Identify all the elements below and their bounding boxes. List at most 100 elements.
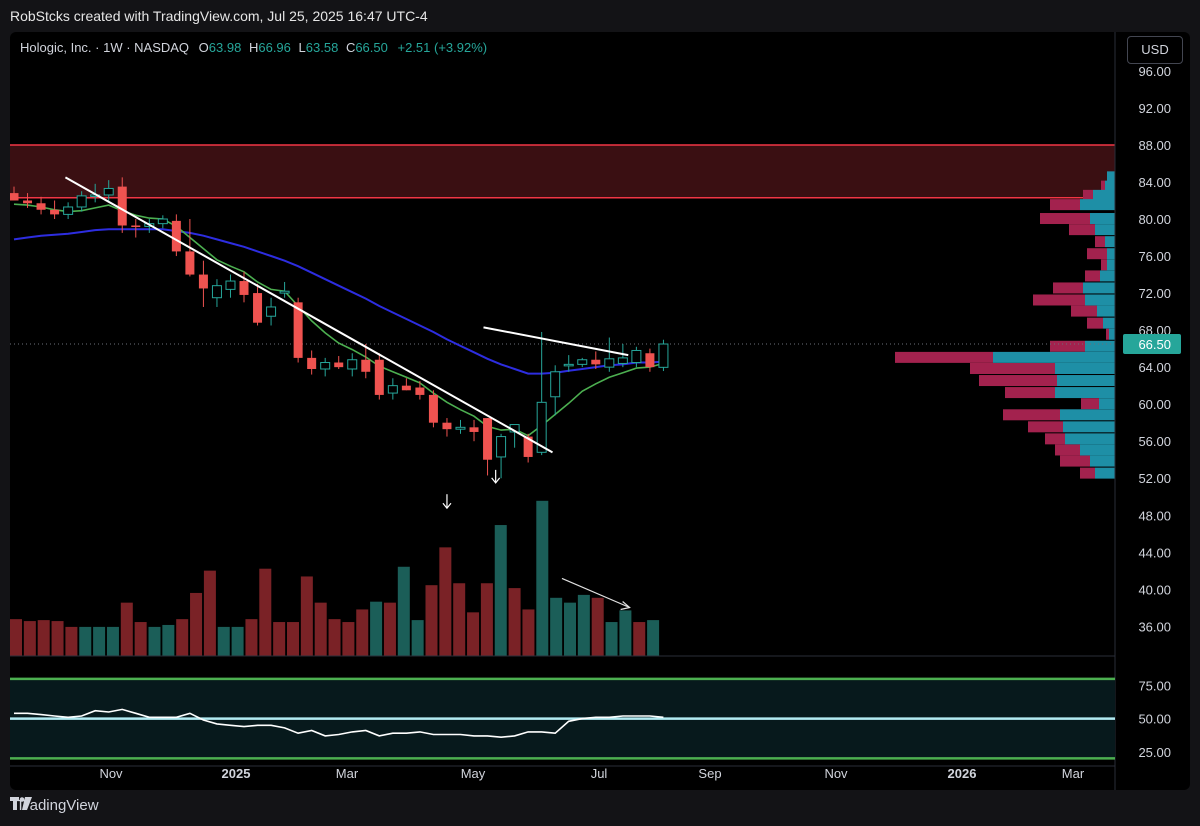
volume-bar <box>605 622 618 656</box>
candle-body <box>523 436 533 457</box>
volume-profile-up-bar <box>1055 362 1115 374</box>
volume-bar <box>397 566 410 656</box>
currency-button[interactable]: USD <box>1127 36 1183 64</box>
candle-body <box>334 362 344 368</box>
volume-bar <box>245 619 258 656</box>
trend-arrow-icon <box>620 601 631 611</box>
open-value: 63.98 <box>208 40 242 55</box>
volume-profile-down-bar <box>1071 305 1097 317</box>
volume-bar <box>577 594 590 656</box>
price-chart[interactable]: 96.0092.0088.0084.0080.0076.0072.0068.00… <box>10 32 1190 790</box>
volume-bar <box>453 583 466 656</box>
volume-profile-up-bar <box>1085 340 1115 352</box>
time-axis-label: Sep <box>698 766 721 781</box>
candle-body <box>266 306 277 317</box>
candle-body <box>428 394 438 423</box>
candle-body <box>131 225 141 227</box>
volume-profile-up-bar <box>1095 224 1115 236</box>
candle-body <box>10 193 19 201</box>
volume-bar <box>328 619 341 656</box>
volume-bar <box>314 602 327 656</box>
volume-bar <box>439 547 452 656</box>
volume-bar <box>550 597 563 656</box>
candle-body <box>36 203 46 210</box>
volume-profile-down-bar <box>1087 248 1107 260</box>
volume-profile-down-bar <box>1045 433 1065 445</box>
ema-slow-line <box>13 228 664 375</box>
volume-profile-up-bar <box>1107 248 1115 260</box>
volume-bar <box>522 609 535 656</box>
volume-profile-down-bar <box>1106 328 1109 340</box>
last-price-tag <box>1123 334 1181 354</box>
volume-bar <box>231 626 244 656</box>
volume-profile-up-bar <box>1065 433 1115 445</box>
candle-body <box>591 359 601 365</box>
candle-body <box>374 359 384 395</box>
high-label: H <box>248 40 259 55</box>
change-value: +2.51 (+3.92%) <box>397 40 488 55</box>
price-axis-label: 48.00 <box>1138 508 1171 523</box>
volume-bar <box>51 621 64 656</box>
candle-body <box>50 209 60 215</box>
trendline <box>64 176 553 454</box>
volume-profile-down-bar <box>1083 189 1093 201</box>
volume-bar <box>425 585 438 656</box>
volume-profile-up-bar <box>1107 259 1115 271</box>
volume-profile-down-bar <box>1050 340 1085 352</box>
volume-profile-down-bar <box>1085 270 1100 282</box>
volume-profile-down-bar <box>1080 467 1095 479</box>
volume-profile-up-bar <box>1090 213 1115 225</box>
volume-bar <box>93 626 106 656</box>
volume-bar <box>356 609 369 656</box>
price-axis-label: 88.00 <box>1138 138 1171 153</box>
volume-bar <box>370 601 383 656</box>
volume-profile-down-bar <box>1053 282 1083 294</box>
last-price-tag-text: 66.50 <box>1138 337 1171 352</box>
candle-body <box>361 359 371 372</box>
price-axis-label: 84.00 <box>1138 175 1171 190</box>
candle-body <box>563 363 574 367</box>
candle-body <box>604 358 615 368</box>
volume-profile-up-bar <box>1105 180 1115 192</box>
volume-bar <box>564 602 576 656</box>
candle-body <box>658 343 669 368</box>
volume-bar <box>619 610 632 656</box>
price-axis-label: 64.00 <box>1138 360 1171 375</box>
candle-body <box>415 387 425 395</box>
volume-profile-down-bar <box>1005 387 1055 399</box>
volume-profile-down-bar <box>1050 199 1080 211</box>
price-axis-label: 56.00 <box>1138 434 1171 449</box>
candle-body <box>171 220 181 252</box>
volume-bar <box>411 620 424 656</box>
volume-profile-up-bar <box>1085 294 1115 306</box>
volume-bar <box>23 621 36 656</box>
volume-profile-down-bar <box>1087 317 1103 329</box>
rsi-axis-label: 25.00 <box>1138 745 1171 760</box>
volume-profile-down-bar <box>1069 224 1095 236</box>
candle-body <box>401 385 411 391</box>
footer-brand[interactable]: TradingView <box>10 797 99 814</box>
resistance-zone <box>10 144 1115 198</box>
volume-bar <box>120 602 133 656</box>
price-axis-label: 52.00 <box>1138 471 1171 486</box>
volume-profile-up-bar <box>1060 409 1115 421</box>
candle-body <box>293 302 303 358</box>
price-axis-label: 60.00 <box>1138 397 1171 412</box>
candle-body <box>550 371 561 398</box>
rsi-axis-label: 75.00 <box>1138 679 1171 694</box>
volume-profile-up-bar <box>1095 467 1115 479</box>
volume-bar <box>10 619 22 656</box>
volume-profile-down-bar <box>970 362 1055 374</box>
volume-bar <box>494 525 507 656</box>
trendline <box>483 326 629 357</box>
candle-body <box>631 349 642 364</box>
volume-profile-down-bar <box>979 375 1057 387</box>
chart-panel[interactable]: 96.00 92.00 88.00 84.00 80.00 76.00 72.00 68.00… <box>10 32 1190 790</box>
volume-profile-up-bar <box>1109 328 1115 340</box>
symbol-legend: Hologic, Inc. · 1W · NASDAQ O63.98 H66.9… <box>20 40 487 55</box>
volume-profile-up-bar <box>1099 398 1115 410</box>
volume-bar <box>106 626 119 656</box>
candle-body <box>63 206 74 215</box>
price-axis-label: 80.00 <box>1138 212 1171 227</box>
price-axis-label: 76.00 <box>1138 249 1171 264</box>
